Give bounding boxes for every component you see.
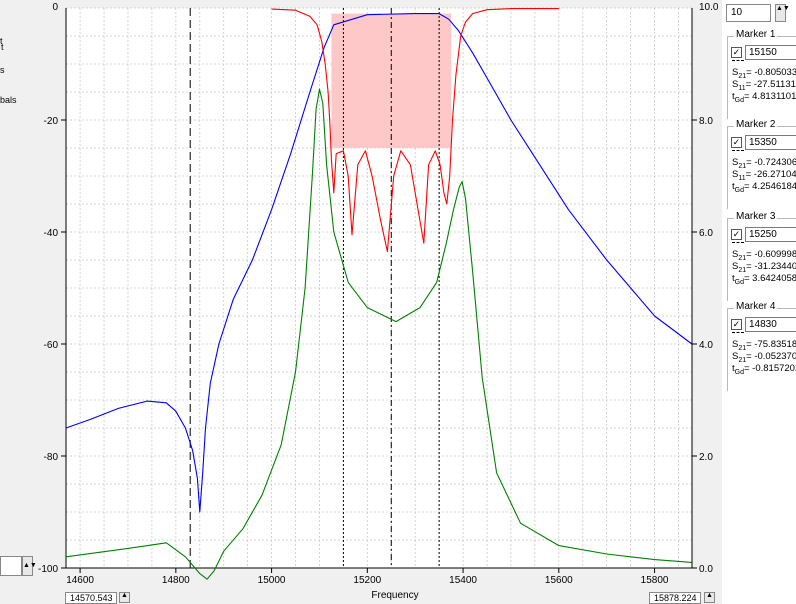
x-tick-label: 14600 (66, 575, 94, 586)
x-max-spinner[interactable]: ▲ (704, 592, 715, 603)
marker-line-style-sample (732, 242, 744, 243)
marker-group-2: Marker 2 ✓15350 S21= -0.7243065S11= -26.27… (727, 119, 796, 209)
response-chart[interactable]: 14600 14800 15000 15200 15400 15600 15800 -20 -4… (0, 0, 722, 604)
marker-title: Marker 1 (734, 29, 778, 40)
marker-readout: S11= -27.511315 (732, 79, 796, 92)
marker-frequency-input[interactable]: 14830 (745, 317, 796, 332)
marker-title: Marker 4 (734, 301, 778, 312)
marker-readout: tGd= 4.8131101 (732, 91, 796, 104)
marker-frequency-input[interactable]: 15150 (745, 45, 796, 60)
marker-frequency-input[interactable]: 15250 (745, 227, 796, 242)
y-right-tick-label: 2.0 (699, 452, 713, 463)
marker-readout: S21= -75.835188 (732, 339, 796, 352)
marker-group-1: Marker 1 ✓15150 S21= -0.8050337S11= -27.51… (727, 29, 796, 119)
marker-readout: S21= -31.234406 (732, 261, 796, 274)
marker-group-3: Marker 3 ✓15250 S21= -0.6099984S21= -31.23… (727, 211, 796, 301)
x-tick-label: 15400 (449, 575, 477, 586)
marker-enable-checkbox[interactable]: ✓ (731, 137, 742, 148)
marker-enable-checkbox[interactable]: ✓ (731, 47, 742, 58)
y-left-tick-label: -20 (44, 116, 59, 127)
y-right-tick-label: 4.0 (699, 340, 713, 351)
marker-title: Marker 2 (734, 119, 778, 130)
y-left-tick-label: -100 (38, 564, 58, 575)
marker-readout: tGd= -0.8157202 (732, 363, 796, 376)
marker-readout: S21= -0.8050337 (732, 67, 796, 80)
marker-line-style-sample (732, 332, 744, 333)
marker-line-style-sample (732, 60, 744, 61)
marker-enable-checkbox[interactable]: ✓ (731, 229, 742, 240)
marker-title: Marker 3 (734, 211, 778, 222)
y-right-tick-label: 8.0 (699, 116, 713, 127)
marker-readout: tGd= 3.6424058 (732, 273, 796, 286)
x-min-input[interactable]: 14570.543 (65, 592, 117, 604)
y-left-tick-label: -80 (44, 452, 59, 463)
x-tick-label: 15600 (545, 575, 573, 586)
x-tick-label: 15200 (353, 575, 381, 586)
x-min-spinner[interactable]: ▲ (119, 592, 130, 603)
s21-curve (65, 13, 693, 513)
y-left-tick-label: -40 (44, 228, 59, 239)
y-left-top-label: 0 (52, 2, 58, 13)
x-tick-label: 15800 (641, 575, 669, 586)
y-right-top-label: 10.0 (699, 2, 719, 13)
legend-fragment-bals[interactable]: bals (0, 95, 17, 105)
y-left-tick-label: -60 (44, 340, 59, 351)
y-right-tick-label: 6.0 (699, 228, 713, 239)
marker-readout: S21= -0.6099984 (732, 249, 796, 262)
marker-readout: tGd= 4.2546184 (732, 181, 796, 194)
marker-readout: S21= -0.0523708 (732, 351, 796, 364)
x-tick-label: 15000 (258, 575, 286, 586)
marker-readout: S11= -26.271042 (732, 169, 796, 182)
marker-readout: S21= -0.7243065 (732, 157, 796, 170)
s11-curve (271, 8, 559, 253)
y-right-tick-label: 0.0 (699, 564, 713, 575)
marker-frequency-input[interactable]: 15350 (745, 135, 796, 150)
marker-group-4: Marker 4 ✓14830 S21= -75.835188S21= -0.052… (727, 301, 796, 391)
legend-fragment-gd[interactable]: s (0, 65, 5, 75)
y-min-spinner[interactable] (0, 556, 22, 576)
y-min-spinner-arrows[interactable]: ▲▼ (22, 556, 37, 576)
x-tick-label: 14800 (162, 575, 190, 586)
legend-fragment-s11[interactable]: t (1, 42, 4, 52)
top-spinner-arrows[interactable]: ▲▼ (775, 4, 790, 22)
marker-line-style-sample (732, 150, 744, 151)
plot-panel: 14600 14800 15000 15200 15400 15600 15800 -20 -4… (0, 0, 722, 604)
top-spinner-input[interactable]: 10 (726, 4, 771, 22)
x-max-input[interactable]: 15878.224 (649, 592, 701, 604)
legend-fragment-s21[interactable]: t (0, 36, 3, 46)
x-axis-label: Frequency (371, 590, 418, 601)
marker-enable-checkbox[interactable]: ✓ (731, 319, 742, 330)
group-delay-curve (65, 88, 692, 580)
